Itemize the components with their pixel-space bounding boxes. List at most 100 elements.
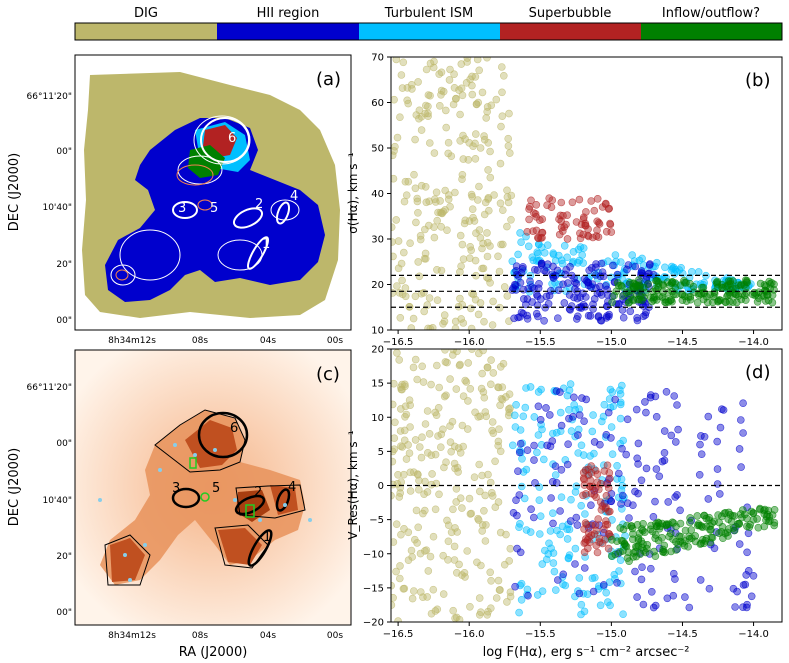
- ytick-label-b-0: 10: [371, 326, 384, 337]
- point-d-s2-35: [516, 439, 525, 448]
- point-d-s3-60: [584, 465, 593, 474]
- ytick-label-d-0: −20: [363, 618, 384, 629]
- point-d-s0-50: [464, 397, 472, 405]
- point-d-s4-102: [664, 520, 673, 529]
- point-b-s0-49: [468, 90, 477, 99]
- point-b-s4-156: [764, 296, 773, 305]
- point-d-s0-118: [475, 460, 484, 469]
- point-b-s0-167: [391, 142, 399, 151]
- point-d-s0-135: [399, 470, 408, 479]
- point-b-s0-161: [474, 98, 483, 107]
- point-d-s0-195: [459, 442, 468, 451]
- point-b-s2-168: [577, 304, 586, 312]
- point-d-s1-58: [533, 448, 541, 457]
- point-d-s2-59: [667, 431, 676, 440]
- point-b-s1-105: [579, 259, 588, 267]
- point-d-s2-162: [553, 576, 562, 584]
- point-d-s0-160: [463, 425, 472, 433]
- point-d-s2-172: [641, 398, 649, 406]
- ytick-label-b-2: 30: [371, 235, 384, 246]
- point-b-s0-139: [456, 294, 464, 303]
- scatter-points-b: [391, 57, 778, 330]
- point-d-s4-171: [634, 534, 643, 543]
- point-d-s1-114: [603, 598, 612, 606]
- point-d-s2-142: [580, 417, 588, 426]
- point-d-s0-233: [391, 400, 397, 409]
- point-b-s2-163: [624, 261, 633, 269]
- point-b-s0-53: [441, 106, 450, 115]
- point-d-s2-118: [547, 494, 555, 502]
- point-b-s0-144: [480, 210, 489, 219]
- point-d-s1-163: [575, 405, 584, 414]
- point-d-s1-50: [567, 427, 576, 435]
- point-b-s0-88: [414, 258, 423, 266]
- point-d-s0-224: [400, 426, 409, 435]
- point-b-s2-69: [540, 316, 548, 325]
- point-d-s2-127: [599, 581, 608, 589]
- point-b-s0-253: [426, 59, 435, 68]
- point-b-s0-84: [413, 197, 422, 206]
- point-d-s0-120: [486, 380, 495, 389]
- point-b-s0-233: [476, 144, 485, 152]
- point-d-s0-24: [499, 359, 508, 368]
- point-d-s1-130: [613, 461, 621, 470]
- point-d-s0-222: [447, 447, 456, 456]
- point-d-s2-114: [524, 591, 532, 600]
- point-d-s0-147: [475, 594, 484, 602]
- region-label-a-3: 3: [178, 201, 186, 216]
- point-d-s1-172: [561, 456, 570, 464]
- point-b-s2-117: [565, 291, 574, 299]
- point-d-s0-181: [406, 468, 415, 477]
- point-d-s4-73: [667, 547, 675, 556]
- point-d-s3-47: [603, 461, 612, 470]
- point-b-s0-119: [391, 147, 398, 155]
- point-b-s0-110: [407, 81, 416, 89]
- point-d-s0-81: [400, 524, 408, 533]
- point-b-s3-51: [606, 220, 615, 229]
- point-b-s0-26: [471, 256, 480, 265]
- panel-tag-d: (d): [745, 362, 770, 383]
- point-d-s2-154: [545, 411, 554, 419]
- point-d-s4-45: [639, 519, 647, 528]
- point-d-s1-62: [526, 383, 535, 391]
- point-d-s0-17: [414, 523, 423, 532]
- point-d-s2-79: [588, 520, 597, 529]
- point-d-s0-171: [392, 520, 401, 529]
- point-b-s0-256: [396, 113, 404, 121]
- dec-tick-a-0: 66°11'20": [27, 92, 72, 102]
- point-d-s0-258: [506, 588, 515, 597]
- point-b-s1-7: [661, 263, 669, 272]
- point-d-s2-115: [685, 603, 694, 612]
- point-d-s4-134: [730, 512, 739, 520]
- point-d-s0-89: [412, 506, 421, 515]
- point-b-s4-66: [678, 296, 687, 305]
- point-d-s1-10: [558, 522, 567, 531]
- point-d-s3-32: [579, 474, 588, 483]
- point-d-s4-138: [734, 519, 742, 528]
- point-d-s2-49: [671, 575, 679, 583]
- point-d-s1-107: [559, 580, 567, 589]
- panel-d-velocity-plot: −16.5 −16.0 −15.5 −15.0 −14.5 −14.0 −20 −15 −10 −…: [346, 345, 783, 660]
- point-d-s0-54: [496, 401, 504, 410]
- point-b-s0-7: [457, 262, 465, 271]
- point-b-s0-248: [451, 324, 460, 330]
- panel-tag-b: (b): [745, 70, 770, 91]
- point-d-s2-11: [617, 500, 625, 508]
- point-d-s0-140: [481, 491, 490, 500]
- point-b-s0-188: [469, 213, 477, 222]
- point-b-s2-143: [642, 275, 651, 284]
- point-d-s0-98: [413, 375, 422, 384]
- dec-axis-label-a: DEC (J2000): [7, 153, 22, 232]
- point-b-s2-147: [549, 262, 557, 271]
- point-b-s0-15: [486, 278, 494, 287]
- point-b-s0-153: [471, 130, 480, 138]
- xtick-label-d-0: −16.5: [383, 629, 414, 640]
- point-b-s0-189: [391, 289, 397, 297]
- point-d-s2-166: [580, 564, 589, 572]
- point-b-s0-51: [397, 71, 406, 79]
- point-d-s0-68: [423, 488, 432, 496]
- point-b-s0-92: [421, 183, 430, 191]
- point-d-s0-242: [450, 442, 459, 451]
- point-d-s2-176: [618, 444, 626, 453]
